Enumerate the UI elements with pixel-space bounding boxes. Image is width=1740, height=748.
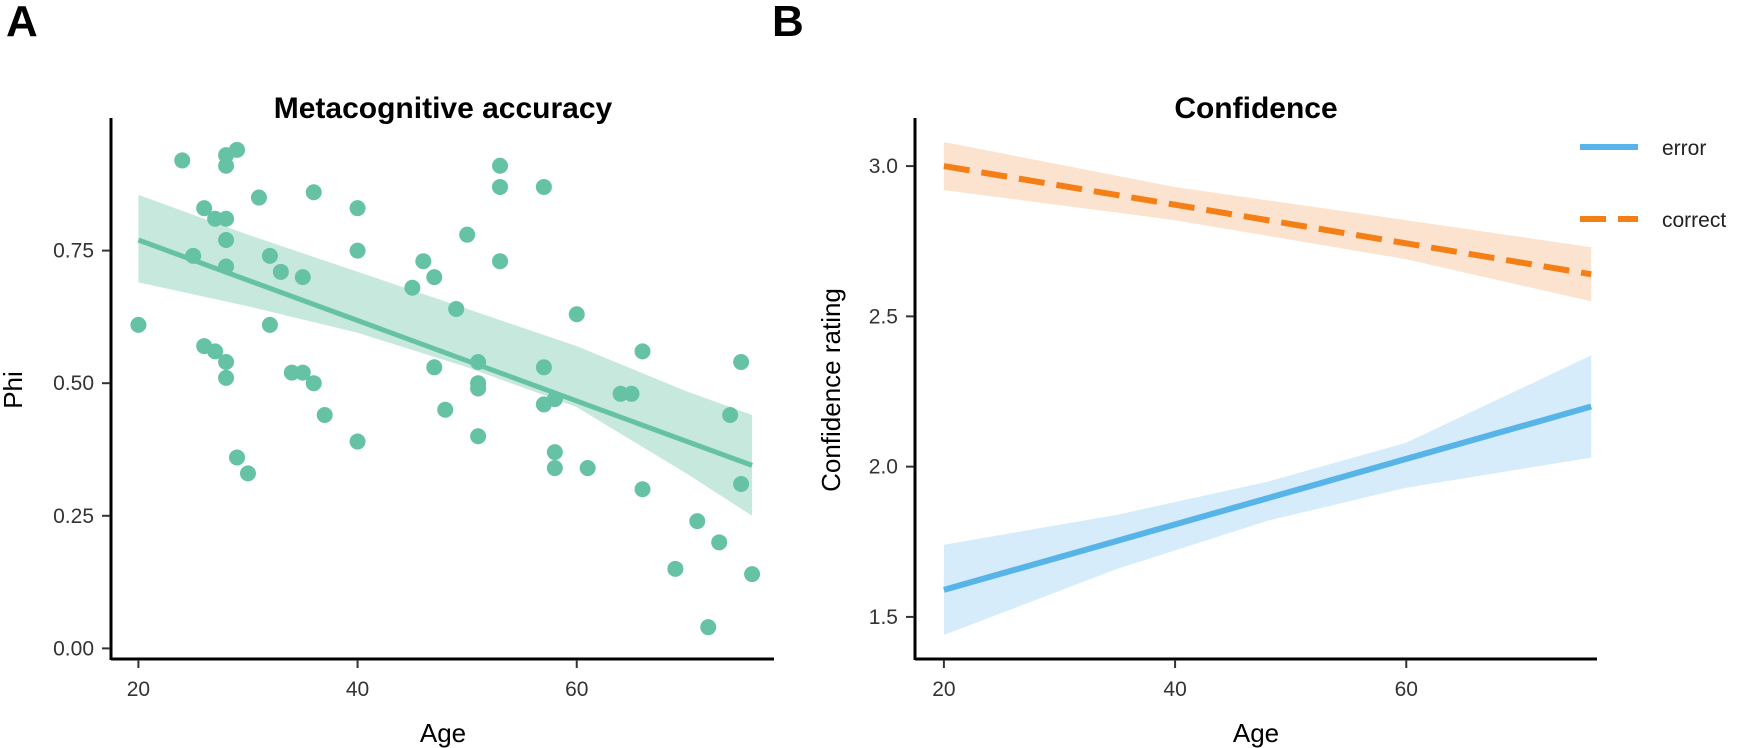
chart-b-x-label: Age <box>1233 718 1279 748</box>
scatter-point <box>229 449 246 466</box>
scatter-point <box>535 178 552 195</box>
scatter-point <box>349 433 366 450</box>
legend-label-error: error <box>1662 137 1706 160</box>
scatter-point <box>218 258 235 275</box>
scatter-point <box>722 407 739 424</box>
y-tick-label: 3.0 <box>869 155 898 178</box>
scatter-point <box>229 141 246 158</box>
scatter-point <box>426 269 443 286</box>
chart-b-y-label: Confidence rating <box>816 288 846 492</box>
x-tick-label: 20 <box>932 678 955 701</box>
scatter-point <box>294 269 311 286</box>
scatter-point <box>634 481 651 498</box>
scatter-point <box>623 385 640 402</box>
y-tick-label: 0.00 <box>53 637 94 660</box>
chart-b-legend: error correct <box>1580 137 1726 232</box>
chart-a-x-ticks: 20 40 60 <box>127 660 588 701</box>
scatter-point <box>283 364 300 381</box>
scatter-point <box>568 306 585 323</box>
scatter-point <box>689 513 706 530</box>
scatter-point <box>294 364 311 381</box>
scatter-point <box>448 300 465 317</box>
x-tick-label: 40 <box>1163 678 1186 701</box>
series-line-error <box>943 403 1593 593</box>
x-tick-label: 20 <box>127 678 150 701</box>
scatter-point <box>316 407 333 424</box>
scatter-point <box>667 560 684 577</box>
scatter-point <box>744 566 761 583</box>
scatter-point <box>634 343 651 360</box>
scatter-point <box>546 444 563 461</box>
y-tick-label: 1.5 <box>869 606 898 629</box>
scatter-point <box>305 184 322 201</box>
scatter-point <box>470 353 487 370</box>
scatter-point <box>492 178 509 195</box>
y-tick-label: 2.0 <box>869 456 898 479</box>
scatter-point <box>470 380 487 397</box>
scatter-point <box>218 353 235 370</box>
scatter-point <box>130 316 147 333</box>
scatter-point <box>261 316 278 333</box>
scatter-point <box>733 475 750 492</box>
y-tick-label: 0.50 <box>53 372 94 395</box>
panel-label-b: B <box>772 0 804 46</box>
scatter-point <box>218 157 235 174</box>
chart-a-x-label: Age <box>420 718 466 748</box>
scatter-point <box>700 619 717 636</box>
chart-a-fit-line <box>137 237 753 468</box>
panel-b: Confidence 20 40 60 1.5 2.0 2.5 3.0 Age Confi… <box>816 92 1726 748</box>
scatter-point <box>470 428 487 445</box>
scatter-point <box>546 391 563 408</box>
scatter-point <box>415 253 432 270</box>
scatter-point <box>207 343 224 360</box>
scatter-point <box>349 242 366 259</box>
scatter-point <box>305 375 322 392</box>
scatter-point <box>239 465 256 482</box>
scatter-point <box>546 460 563 477</box>
scatter-point <box>535 359 552 376</box>
chart-b-lines-group <box>943 163 1593 593</box>
scatter-point <box>272 263 289 280</box>
scatter-point <box>404 279 421 296</box>
scatter-point <box>218 231 235 248</box>
x-tick-label: 40 <box>346 678 369 701</box>
scatter-point <box>612 385 629 402</box>
scatter-point <box>174 152 191 169</box>
y-tick-label: 2.5 <box>869 305 898 328</box>
scatter-point <box>492 157 509 174</box>
chart-a-y-label: Phi <box>0 371 28 409</box>
scatter-point <box>426 359 443 376</box>
scatter-point <box>733 353 750 370</box>
legend-label-correct: correct <box>1662 209 1726 232</box>
series-line-correct <box>943 163 1592 278</box>
panel-label-a: A <box>6 0 38 46</box>
scatter-point <box>185 247 202 264</box>
scatter-point <box>579 460 596 477</box>
scatter-point <box>250 189 267 206</box>
y-tick-label: 0.75 <box>53 240 94 263</box>
scatter-point <box>218 369 235 386</box>
scatter-point <box>711 534 728 551</box>
scatter-point <box>437 401 454 418</box>
chart-a-title: Metacognitive accuracy <box>274 92 613 125</box>
scatter-point <box>218 210 235 227</box>
chart-b-x-ticks: 20 40 60 <box>932 660 1418 701</box>
x-tick-label: 60 <box>1395 678 1418 701</box>
scatter-point <box>492 253 509 270</box>
y-tick-label: 0.25 <box>53 505 94 528</box>
chart-b-title: Confidence <box>1174 92 1337 125</box>
panel-a: Metacognitive accuracy 20 40 60 0.000.250.… <box>0 92 774 748</box>
scatter-point <box>196 200 213 217</box>
chart-a-fit-line-group <box>137 237 753 468</box>
scatter-point <box>459 226 476 243</box>
x-tick-label: 60 <box>565 678 588 701</box>
chart-b-y-ticks: 1.5 2.0 2.5 3.0 <box>869 155 914 629</box>
chart-a-points-group <box>130 141 761 636</box>
chart-a-y-ticks: 0.00 0.25 0.50 0.75 <box>53 240 110 660</box>
scatter-point <box>207 210 224 227</box>
scatter-point <box>261 247 278 264</box>
scatter-point <box>349 200 366 217</box>
